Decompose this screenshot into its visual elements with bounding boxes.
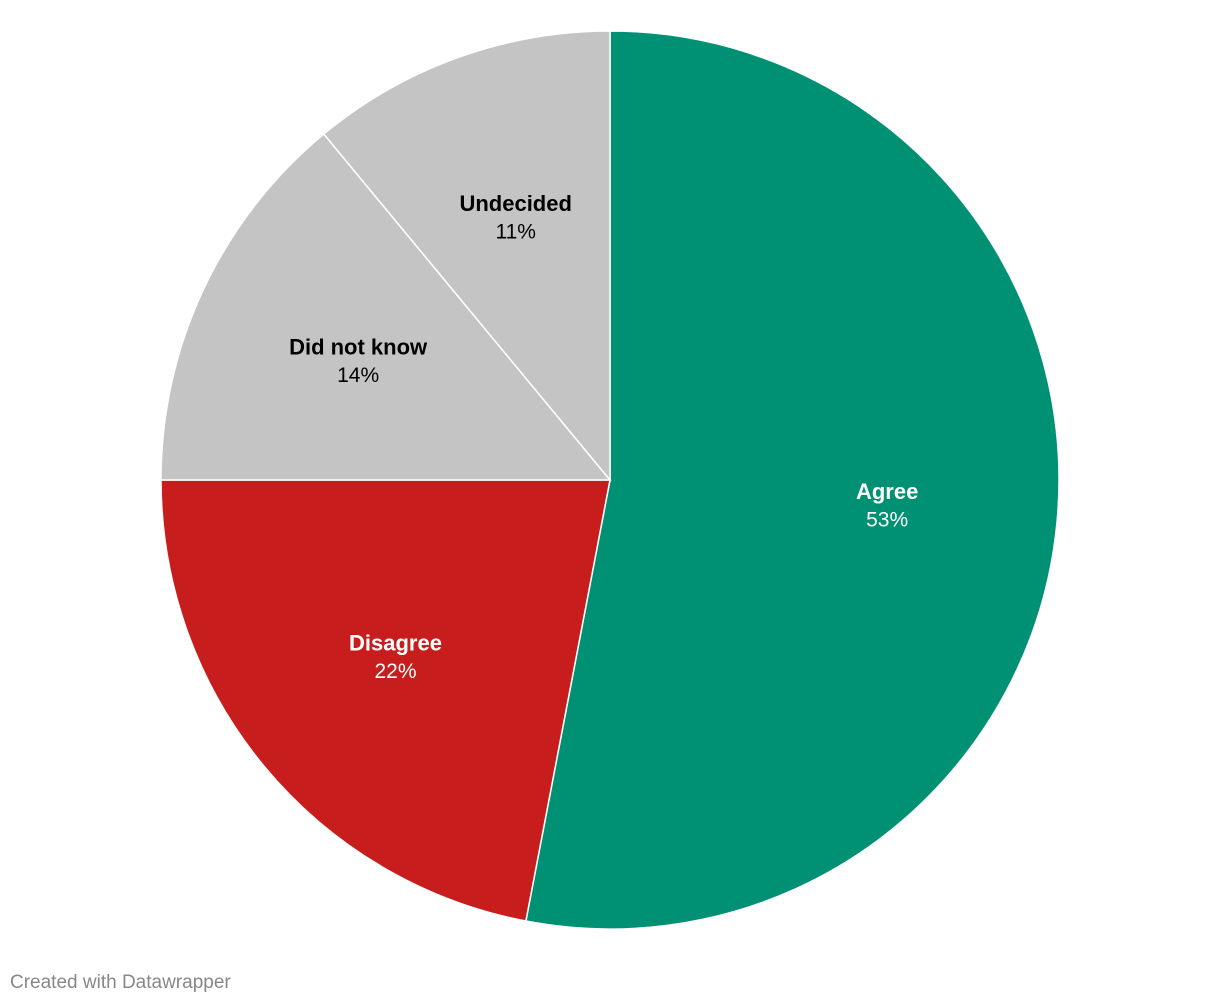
slice-name: Agree: [856, 479, 918, 504]
slice-name: Undecided: [459, 191, 571, 216]
footer: Created with Datawrapper: [10, 972, 231, 993]
pie-slice: [524, 30, 1060, 930]
slice-value: 14%: [337, 364, 379, 387]
slice-value: 22%: [374, 660, 416, 683]
pie-slice: [322, 30, 611, 483]
pie-slice: [160, 132, 612, 481]
slice-name: Disagree: [349, 630, 442, 655]
slice-value: 11%: [495, 221, 535, 244]
pie-slice: [160, 479, 611, 922]
slice-value: 53%: [866, 509, 908, 532]
slice-name: Did not know: [289, 334, 428, 359]
pie: [160, 30, 1060, 930]
labels: Agree 53% Disagree 22% Did not know 14% Undeci…: [289, 191, 918, 683]
